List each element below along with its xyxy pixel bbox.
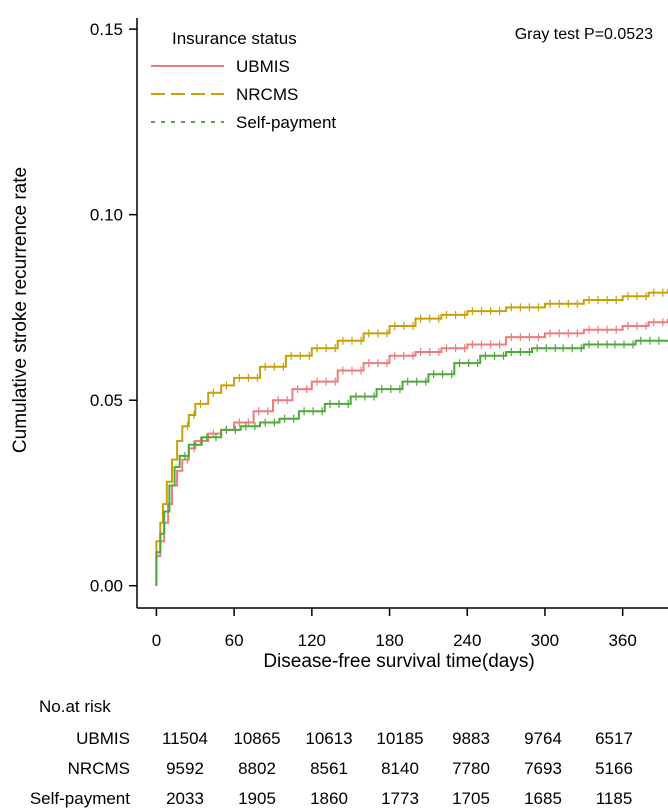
risk-cell: 7780	[452, 759, 490, 778]
legend-label-self-payment: Self-payment	[236, 113, 336, 132]
y-tick-label: 0.15	[90, 20, 123, 39]
censor-marks-path	[186, 318, 664, 464]
x-tick-label: 360	[608, 631, 636, 650]
series-line-nrcms	[155, 288, 668, 586]
risk-cell: 8140	[381, 759, 419, 778]
x-tick-label: 0	[152, 631, 161, 650]
risk-row-label: Self-payment	[30, 789, 130, 808]
censor-marks-path	[186, 288, 664, 431]
risk-cell: 9883	[452, 729, 490, 748]
risk-cell: 11504	[162, 729, 208, 748]
x-tick-label: 120	[298, 631, 326, 650]
risk-cell: 8802	[238, 759, 276, 778]
risk-cell: 1185	[596, 789, 633, 808]
risk-cell: 9592	[166, 759, 204, 778]
risk-table: No.at risk UBMIS 11504 10865 10613 10185 9883 9…	[30, 697, 633, 808]
y-axis-title: Cumulative stroke recurrence rate	[10, 167, 31, 453]
risk-cell: 10185	[376, 729, 423, 748]
censor-marks-self-payment	[184, 336, 660, 460]
legend-label-nrcms: NRCMS	[236, 85, 298, 104]
censor-marks-path	[184, 336, 660, 460]
x-tick-label: 180	[375, 631, 403, 650]
y-tick-label: 0.10	[90, 206, 123, 225]
censor-marks-ubmis	[186, 318, 664, 464]
axes-layer: 0.00 0.05 0.10 0.15 0 60 120 180 240 300 360	[90, 18, 668, 650]
gray-test-annotation: Gray test P=0.0523	[515, 26, 653, 43]
x-axis-title: Disease-free survival time(days)	[263, 651, 534, 672]
risk-table-title: No.at risk	[39, 697, 111, 716]
risk-cell: 1905	[238, 789, 276, 808]
series-line-ubmis	[155, 318, 668, 586]
legend-title: Insurance status	[172, 29, 297, 48]
y-tick-label: 0.00	[90, 577, 123, 596]
risk-row-label: UBMIS	[76, 729, 130, 748]
risk-cell: 1685	[524, 789, 562, 808]
series-line-self-payment	[155, 339, 668, 586]
y-tick-label: 0.05	[90, 391, 123, 410]
risk-cell: 5166	[595, 759, 633, 778]
risk-cell: 10865	[233, 729, 280, 748]
risk-row-label: NRCMS	[68, 759, 130, 778]
risk-cell: 2033	[166, 789, 204, 808]
risk-cell: 8561	[310, 759, 348, 778]
risk-cell: 1860	[310, 789, 348, 808]
legend: Insurance status UBMIS NRCMS Self-payment	[151, 29, 336, 132]
risk-cell: 6517	[595, 729, 633, 748]
risk-cell: 9764	[524, 729, 562, 748]
x-tick-label: 240	[453, 631, 481, 650]
risk-cell: 1705	[452, 789, 490, 808]
x-tick-label: 300	[531, 631, 559, 650]
x-tick-label: 60	[225, 631, 244, 650]
risk-cell: 1773	[381, 789, 419, 808]
risk-cell: 7693	[524, 759, 562, 778]
legend-label-ubmis: UBMIS	[236, 57, 290, 76]
curves-layer	[155, 288, 668, 586]
censor-marks-nrcms	[186, 288, 664, 431]
risk-cell: 10613	[305, 729, 352, 748]
